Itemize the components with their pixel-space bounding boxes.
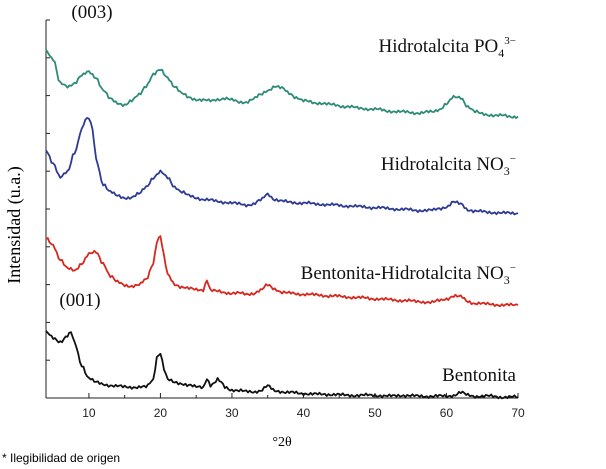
series-layer <box>45 49 519 400</box>
series-group <box>45 49 519 119</box>
series-line <box>45 117 519 216</box>
labels-layer: Hidrotalcita PO43−Hidrotalcita NO3−Bento… <box>59 2 516 386</box>
annotation-label: (001) <box>59 290 100 311</box>
series-label-superscript: 3− <box>504 35 516 47</box>
series-line <box>45 49 519 119</box>
series-label: Hidrotalcita NO3− <box>381 153 516 178</box>
series-label: Bentonita-Hidrotalcita NO3− <box>301 262 516 287</box>
series-label-text: Hidrotalcita PO <box>379 36 499 57</box>
series-group <box>45 117 519 216</box>
series-group <box>45 330 519 400</box>
annotation-label: (003) <box>71 2 112 23</box>
axes: 10 20 30 40 50 60 70 <box>45 19 525 420</box>
series-label: Bentonita <box>442 365 516 386</box>
series-label-subscript: 3 <box>504 273 510 287</box>
series-label-text: Bentonita <box>442 365 516 386</box>
x-tick-label: 50 <box>368 406 382 420</box>
x-tick-label: 30 <box>225 406 239 420</box>
x-tick-label: 70 <box>511 406 525 420</box>
x-tick-label: 20 <box>154 406 168 420</box>
series-label-subscript: 4 <box>498 46 504 60</box>
x-axis-label: °2θ <box>272 435 292 450</box>
series-label-superscript: − <box>510 262 516 274</box>
x-tick-label: 40 <box>297 406 311 420</box>
x-tick-label: 10 <box>82 406 96 420</box>
series-group <box>45 235 519 308</box>
series-label-text: Hidrotalcita NO <box>381 154 504 175</box>
series-label-subscript: 3 <box>504 164 510 178</box>
series-line <box>45 330 519 400</box>
series-label-text: Bentonita-Hidrotalcita NO <box>301 263 504 284</box>
series-label-superscript: − <box>510 153 516 165</box>
x-tick-label: 60 <box>440 406 454 420</box>
footnote: * Ilegibilidad de origen <box>2 451 121 465</box>
series-line <box>45 235 519 308</box>
series-label: Hidrotalcita PO43− <box>379 35 517 60</box>
y-axis-label: Intensidad (u.a.) <box>4 166 25 283</box>
